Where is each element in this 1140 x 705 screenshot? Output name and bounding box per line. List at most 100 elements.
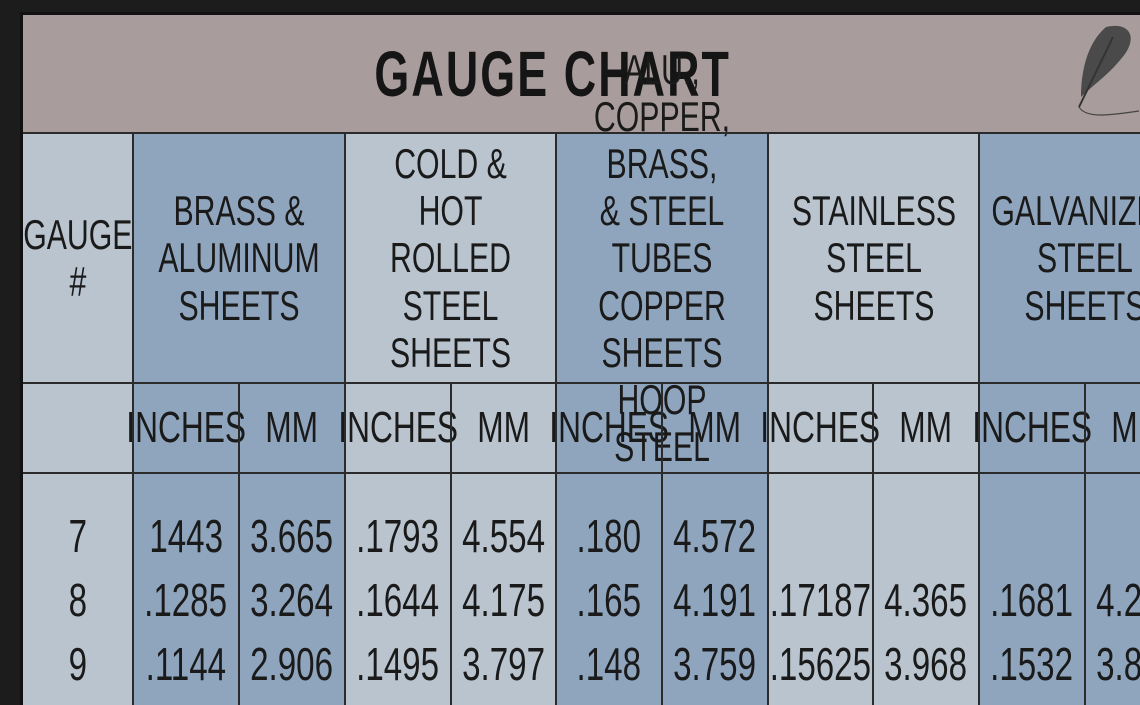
data-cell: 3.891 (1085, 635, 1140, 695)
column-header-text: GALVANIZED STEEL SHEETS (991, 187, 1140, 329)
column-bg (345, 133, 451, 705)
column-bg (239, 133, 345, 705)
column-bg (873, 133, 979, 705)
data-cell: 4.572 (662, 507, 768, 567)
unit-header-text: INCHES (760, 403, 881, 453)
data-cell-text: .1793 (356, 510, 440, 563)
unit-header: INCHES (549, 383, 669, 473)
data-cell-text: 4.572 (673, 510, 757, 563)
data-cell: .1793 (345, 507, 451, 567)
unit-header-text: MM (688, 403, 742, 453)
column-header: BRASS & ALUMINUM SHEETS (133, 133, 345, 383)
unit-header: MM (662, 383, 768, 473)
title-bar: GAUGE CHART (23, 15, 1140, 133)
unit-header: MM (451, 383, 556, 473)
data-cell: .1495 (345, 635, 451, 695)
unit-header-text: INCHES (126, 403, 246, 453)
data-cell: 1443 (133, 507, 239, 567)
data-cell: .1532 (979, 635, 1085, 695)
gauge-number-text: 8 (68, 574, 88, 627)
data-cell: .148 (556, 635, 662, 695)
data-cell-text: 4.554 (462, 510, 545, 563)
data-cell: 3.759 (662, 635, 768, 695)
column-bg (1085, 133, 1140, 705)
column-bg (768, 133, 873, 705)
rule (661, 383, 663, 705)
gauge-number-text: 9 (68, 638, 88, 691)
rule (132, 133, 134, 705)
data-cell-text: 3.891 (1096, 638, 1140, 691)
unit-header: MM (239, 383, 345, 473)
column-bg (451, 133, 556, 705)
data-cell-text: 2.906 (250, 638, 334, 691)
data-cell: .165 (556, 571, 662, 631)
unit-header-text: INCHES (549, 403, 669, 453)
data-cell-text: 3.665 (250, 510, 334, 563)
column-header: COLD & HOT ROLLED STEEL SHEETS (345, 133, 556, 383)
rule (555, 133, 557, 705)
rule (450, 383, 452, 705)
column-bg (133, 133, 239, 705)
data-cell-text: 4.175 (462, 574, 545, 627)
data-cell-text: 4.270 (1096, 574, 1140, 627)
gauge-sheet: GAUGE CHART GAUGE # BRASS & ALUMINUM SHEE… (20, 12, 1140, 705)
unit-header-text: MM (1111, 403, 1140, 453)
rule (23, 132, 1140, 134)
unit-header: INCHES (972, 383, 1092, 473)
gauge-number: 7 (23, 507, 133, 567)
data-cell-text: .1681 (990, 574, 1074, 627)
data-cell-text: .1495 (356, 638, 440, 691)
column-bg (662, 133, 768, 705)
data-cell: 4.270 (1085, 571, 1140, 631)
data-cell-text: .15625 (769, 638, 872, 691)
unit-header: MM (1085, 383, 1140, 473)
unit-header-text: MM (477, 403, 530, 453)
data-cell: 4.191 (662, 571, 768, 631)
data-cell-text: 4.365 (884, 574, 968, 627)
data-cell: 4.554 (451, 507, 556, 567)
gauge-number-text: 7 (68, 510, 88, 563)
unit-header: INCHES (761, 383, 881, 473)
title: GAUGE CHART (374, 38, 732, 110)
unit-header-text: MM (899, 403, 953, 453)
data-cell-text: .1285 (144, 574, 228, 627)
unit-header-text: INCHES (338, 403, 458, 453)
column-header: ALU., COPPER, BRASS, & STEEL TUBES COPPE… (556, 46, 768, 469)
data-cell-text: .148 (576, 638, 642, 691)
feather-icon (1078, 25, 1140, 116)
data-cell-text: 3.264 (250, 574, 334, 627)
data-cell: 4.365 (873, 571, 979, 631)
unit-header: MM (873, 383, 979, 473)
data-cell-text: 4.191 (673, 574, 757, 627)
data-cell: 3.665 (239, 507, 345, 567)
data-cell: .180 (556, 507, 662, 567)
rule (872, 383, 874, 705)
data-cell-text: .1144 (145, 638, 227, 691)
gauge-number: 9 (23, 635, 133, 695)
data-cell-text: 3.968 (884, 638, 968, 691)
data-cell: .1681 (979, 571, 1085, 631)
data-cell: 3.968 (873, 635, 979, 695)
gauge-number: 8 (23, 571, 133, 631)
data-cell-text: .1532 (990, 638, 1074, 691)
column-header: GAUGE # (23, 133, 133, 383)
rule (238, 383, 240, 705)
rule (23, 382, 1140, 384)
rule (344, 133, 346, 705)
unit-header-text: INCHES (972, 403, 1092, 453)
rule (1084, 383, 1086, 705)
column-header-text: STAINLESS STEEL SHEETS (791, 187, 956, 329)
data-cell-text: .165 (576, 574, 642, 627)
data-cell-text: 3.759 (673, 638, 757, 691)
data-cell-text: .1644 (356, 574, 440, 627)
unit-header: INCHES (338, 383, 458, 473)
data-cell: .15625 (768, 635, 873, 695)
column-bg (23, 133, 133, 705)
data-cell: 3.264 (239, 571, 345, 631)
data-cell: .1285 (133, 571, 239, 631)
data-cell-text: 1443 (149, 510, 223, 563)
data-cell: .17187 (768, 571, 873, 631)
data-cell: .1644 (345, 571, 451, 631)
column-header: STAINLESS STEEL SHEETS (768, 133, 979, 383)
